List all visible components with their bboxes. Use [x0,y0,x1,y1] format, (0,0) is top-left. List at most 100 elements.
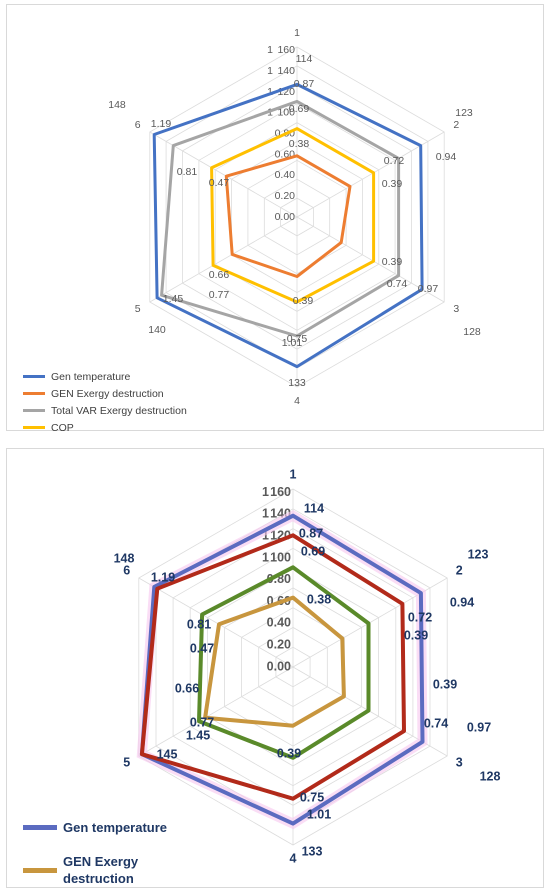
legend-label: COP [51,421,74,434]
legend-item: Total VAR Exergy destruction [23,402,187,419]
legend-swatch-total-var [23,409,45,412]
radar-plot-top: 0.000.200.400.600.8010012014016011111234… [108,27,481,407]
data-label: 0.39 [382,256,403,268]
legend-swatch-gen-temperature [23,375,45,378]
data-label: 1.01 [307,807,331,821]
grid-spoke [138,577,294,668]
data-label: 123 [455,107,473,119]
gridline-label: 0.20 [267,637,291,651]
legend-swatch-gen-temperature [23,824,57,830]
legend-label: Gen temperature [63,819,168,835]
data-label: 0.77 [209,289,230,301]
series-line [139,513,425,826]
data-label: 0.66 [175,681,199,695]
data-label: 0.97 [418,283,439,295]
legend-label: Total VAR Exergy destruction [51,404,187,417]
data-label: 128 [480,769,501,783]
data-label: 0.39 [293,295,314,307]
gridline-label: 0.40 [267,616,291,630]
gridline-label: 1 [267,44,273,56]
data-label: 123 [468,547,489,561]
data-label: 0.75 [300,790,324,804]
legend-item: COP [23,419,187,436]
legend-item: GEN Exergy destruction [23,385,187,402]
legend-label: GEN Exergy destruction [51,387,164,400]
data-label: 148 [114,551,135,565]
legend-swatch-cop [23,426,45,429]
axis-label: 2 [453,119,459,131]
data-label: 0.39 [277,746,301,760]
gridline-label: 100 [270,550,291,564]
data-label: 148 [108,99,126,111]
data-label: 0.47 [190,641,214,655]
legend-top: Gen temperature GEN Exergy destruction T… [23,368,187,436]
data-label: 1.01 [282,337,303,349]
data-label: 0.87 [294,78,315,90]
legend-item: Gen temperature [23,815,183,839]
radar-plot-bottom: 0.000.200.400.600.8010012014016011111234… [114,467,501,865]
radar-chart-bottom: 0.00 0.20 0.40 0.60 0.80 100 120 140 160 1 1 1 1 1 2 3 4… [6,448,544,888]
axis-label: 3 [453,303,459,315]
data-label: 128 [463,326,481,338]
data-label: 0.38 [289,138,310,150]
data-label: 0.87 [299,526,323,540]
axis-label: 5 [135,303,141,315]
gridline-label: 1 [262,485,269,499]
series-line [152,82,424,369]
data-label: 0.77 [190,715,214,729]
axis-label: 1 [294,27,300,39]
data-label: 0.94 [436,151,457,163]
data-label: 0.74 [387,278,408,290]
legend-item: Gen temperature [23,368,187,385]
data-label: 133 [302,844,323,858]
gridline-label: 140 [277,65,295,77]
gridline-label: 1 [262,507,269,521]
grid-spoke [296,216,445,303]
data-label: 0.38 [307,592,331,606]
axis-label: 2 [456,563,463,577]
data-label: 0.39 [433,677,457,691]
grid-spoke [149,216,298,303]
gridline-label: 100 [277,107,295,119]
legend-label: Gen temperature [51,370,131,383]
axis-label: 4 [294,395,300,407]
gridline-label: 0.40 [275,169,296,181]
data-label: 140 [148,324,166,336]
series-line [197,565,371,760]
data-label: 0.69 [301,544,325,558]
data-label: 1.45 [163,293,184,305]
legend-swatch-gen-exergy [23,867,57,873]
axis-label: 6 [135,119,141,131]
gridline-label: 1 [262,528,269,542]
legend-item: GEN Exergy destruction [23,853,183,887]
gridline-label: 1 [267,107,273,119]
series-line [203,595,346,728]
data-label: 1.19 [151,118,172,130]
data-label: 0.39 [382,178,403,190]
data-label: 1.19 [151,570,175,584]
series-line [160,99,401,338]
grid-spoke [138,666,294,757]
data-label: 133 [288,377,306,389]
data-label: 114 [296,53,313,65]
axis-label: 3 [456,755,463,769]
data-label: 0.69 [289,103,310,115]
legend-label: GEN Exergy destruction [63,854,139,886]
gridline-label: 1 [262,550,269,564]
data-label: 0.72 [384,155,405,167]
gridline-label: 0.20 [275,190,296,202]
data-label: 114 [304,501,324,515]
legend-bottom: Gen temperature GEN Exergy destruction [23,815,183,887]
data-label: 0.81 [177,166,198,178]
gridline-label: 1 [267,65,273,77]
gridline-label: 160 [277,44,295,56]
radar-chart-top: 0.00 0.20 0.40 0.60 0.80 100 120 140 160 1 1 1 1 1 2 3 4… [6,4,544,434]
gridline-label: 160 [270,485,291,499]
data-label: 0.72 [408,610,432,624]
data-label: 0.47 [209,177,230,189]
axis-label: 1 [290,467,297,481]
data-label: 0.81 [187,617,211,631]
legend-swatch-gen-exergy [23,392,45,395]
gridline-label: 0.00 [267,659,291,673]
data-label: 145 [157,747,178,761]
